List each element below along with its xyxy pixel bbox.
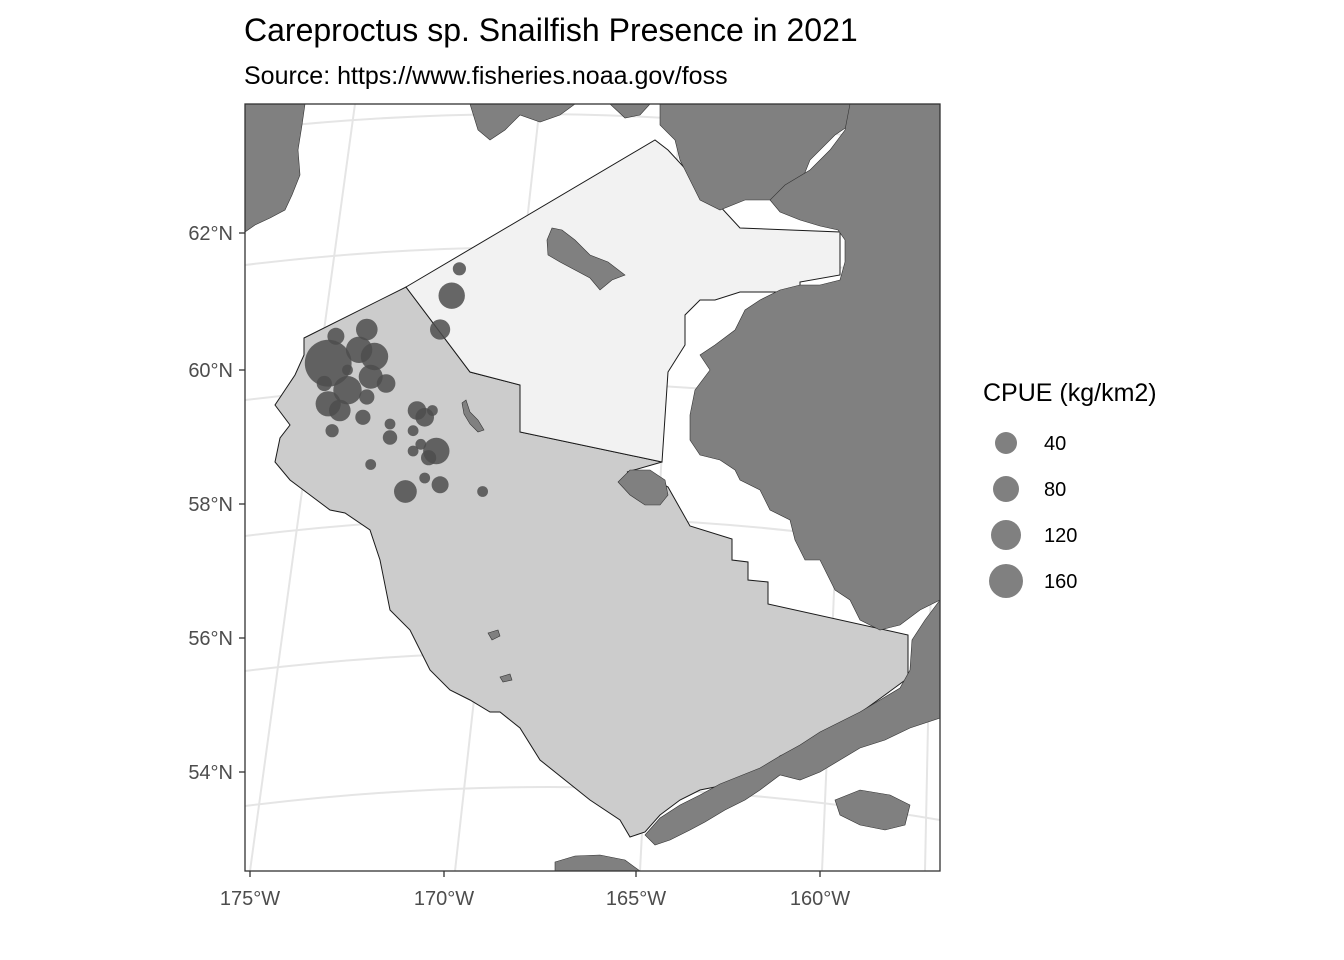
y-tick-label-58: 58°N (188, 494, 233, 516)
x-tick-label-170w: 170°W (414, 888, 474, 910)
legend-key-40 (995, 432, 1017, 454)
cpue-point (431, 476, 449, 494)
land-aleutian-unimak (554, 854, 641, 871)
land-st-matthew-island (461, 399, 485, 433)
cpue-point (415, 438, 427, 450)
cpue-point (304, 339, 352, 387)
land-st-lawrence-island (546, 227, 626, 291)
land-pribilof-st-paul (487, 629, 501, 641)
land-chukotka-east (469, 104, 576, 141)
cpue-point (384, 418, 396, 430)
cpue-point (394, 480, 417, 503)
chart-subtitle: Source: https://www.fisheries.noaa.gov/f… (244, 62, 728, 90)
cpue-point (407, 425, 419, 437)
x-tick-label-175w: 175°W (220, 888, 280, 910)
panel-border (244, 103, 941, 872)
cpue-point (333, 376, 362, 405)
cpue-point (365, 459, 377, 470)
cpue-point (427, 405, 438, 416)
land-kodiak-island (834, 789, 911, 831)
chart-title: Careproctus sp. Snailfish Presence in 20… (244, 12, 858, 48)
legend-key-80 (993, 476, 1019, 502)
cpue-point (316, 375, 332, 392)
cpue-point (421, 450, 437, 466)
cpue-point (376, 374, 396, 393)
cpue-point (359, 389, 375, 405)
cpue-point (358, 364, 383, 389)
cpue-point (382, 430, 398, 445)
cpue-point (419, 472, 431, 484)
cpue-point (355, 409, 371, 425)
legend-key-160 (989, 564, 1023, 598)
legend-label-120: 120 (1044, 525, 1077, 547)
legend-title: CPUE (kg/km2) (983, 379, 1157, 407)
cpue-point (452, 262, 466, 276)
cpue-point (329, 399, 351, 422)
y-axis: 62°N 60°N 58°N 56°N 54°N (188, 223, 245, 784)
cpue-points (304, 262, 488, 503)
legend: CPUE (kg/km2) 40 80 120 160 (983, 379, 1157, 598)
survey-area-southeast (274, 286, 909, 838)
x-tick-label-160w: 160°W (790, 888, 850, 910)
land-masses (245, 104, 940, 871)
cpue-point (325, 424, 339, 438)
x-axis: 175°W 170°W 165°W 160°W (220, 871, 850, 910)
land-alaska-peninsula (644, 599, 940, 846)
y-tick-label-56: 56°N (188, 628, 233, 650)
legend-label-40: 40 (1044, 433, 1066, 455)
land-nunivak-island (617, 469, 669, 506)
land-alaska-north (609, 104, 651, 119)
cpue-point (477, 486, 488, 497)
legend-label-160: 160 (1044, 571, 1077, 593)
cpue-point (430, 319, 451, 340)
cpue-point (327, 327, 345, 345)
y-tick-label-54: 54°N (188, 762, 233, 784)
land-alaska-mainland (689, 104, 940, 631)
cpue-point (360, 342, 389, 371)
y-tick-label-60: 60°N (188, 360, 233, 382)
cpue-point (356, 318, 378, 341)
y-tick-label-62: 62°N (188, 223, 233, 245)
legend-label-80: 80 (1044, 479, 1066, 501)
legend-key-120 (991, 520, 1021, 550)
land-russia (245, 104, 306, 233)
survey-area-northern (405, 139, 841, 463)
cpue-point (407, 445, 419, 457)
land-pribilof-st-george (499, 673, 513, 683)
x-tick-label-165w: 165°W (606, 888, 666, 910)
cpue-point (438, 282, 465, 309)
cpue-point (342, 364, 353, 376)
